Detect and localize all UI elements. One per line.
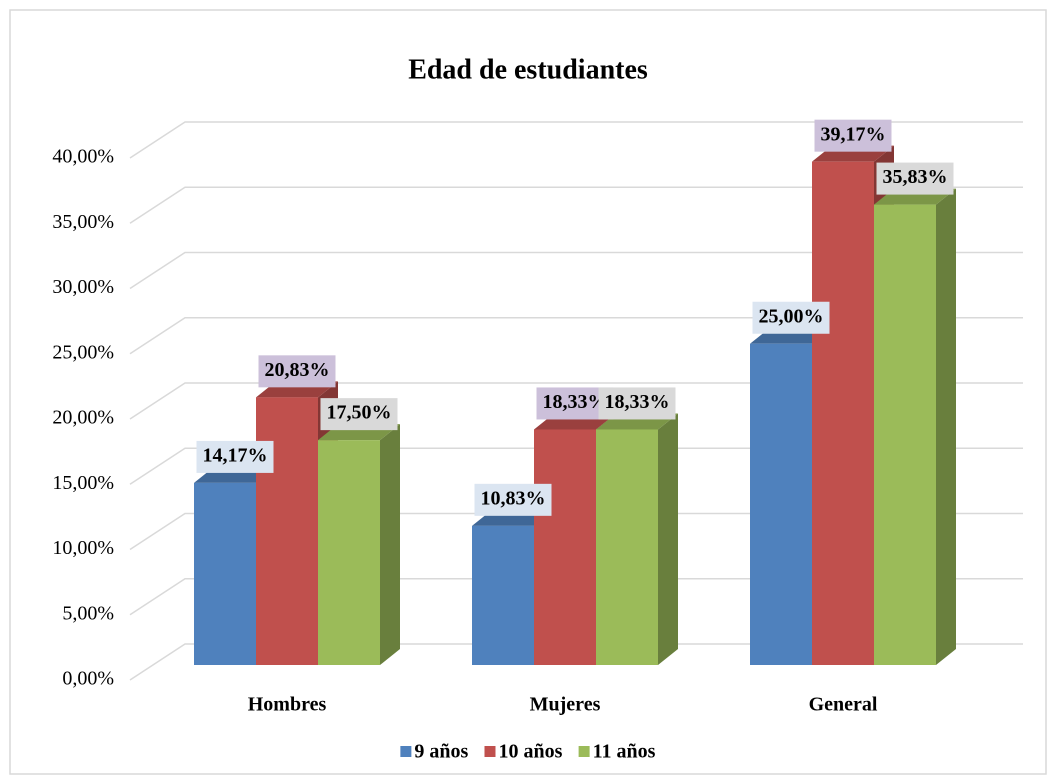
- data-label: 18,33%: [598, 387, 676, 420]
- data-label: 25,00%: [752, 301, 830, 334]
- data-label: 35,83%: [876, 162, 954, 195]
- data-label-text: 35,83%: [883, 166, 948, 188]
- data-label-bg: [474, 483, 552, 516]
- x-tick-label: General: [809, 694, 878, 716]
- data-label-text: 17,50%: [327, 402, 392, 424]
- data-label: 10,83%: [474, 483, 552, 516]
- data-label-text: 10,83%: [481, 487, 546, 509]
- y-tick-label: 30,00%: [52, 276, 114, 298]
- bar-side: [380, 424, 400, 665]
- data-label-bg: [320, 398, 398, 431]
- x-tick-label: Hombres: [248, 694, 327, 716]
- data-label-bg: [258, 355, 336, 388]
- grid-line: [129, 186, 1023, 224]
- grid-line: [129, 512, 1023, 551]
- chart-title: Edad de estudiantes: [408, 54, 648, 85]
- bar-front: [812, 161, 874, 665]
- bar-front: [534, 429, 596, 665]
- data-label-bg: [196, 440, 274, 473]
- data-label: 39,17%: [814, 119, 892, 152]
- y-tick-label: 10,00%: [52, 537, 114, 559]
- data-label-bg: [598, 387, 676, 420]
- data-label-bg: [876, 162, 954, 195]
- grid-line: [129, 382, 1023, 420]
- bar-front: [874, 204, 936, 665]
- legend-label: 9 años: [414, 741, 468, 763]
- bar-side: [658, 413, 678, 665]
- data-label-bg: [814, 119, 892, 152]
- legend-swatch: [578, 746, 590, 757]
- bar-front: [194, 482, 256, 665]
- grid-line: [129, 447, 1023, 485]
- data-label-text: 14,17%: [203, 445, 268, 467]
- grid-line: [129, 251, 1023, 290]
- legend: 9 años 10 años 11 años: [400, 741, 656, 763]
- y-tick-label: 20,00%: [52, 407, 114, 429]
- data-label-bg: [752, 301, 830, 334]
- data-label: 14,17%: [196, 440, 274, 473]
- bar: [318, 424, 400, 665]
- bar-front: [750, 343, 812, 665]
- legend-label: 10 años: [498, 741, 562, 763]
- grid-line: [129, 643, 1023, 681]
- data-label: 17,50%: [320, 398, 398, 431]
- y-tick-label: 0,00%: [62, 668, 114, 690]
- y-tick-label: 5,00%: [62, 602, 114, 624]
- bar-front: [472, 525, 534, 665]
- y-tick-label: 40,00%: [52, 146, 114, 168]
- y-tick-label: 35,00%: [52, 211, 114, 233]
- x-tick-label: Mujeres: [530, 694, 601, 716]
- y-tick-label: 15,00%: [52, 472, 114, 494]
- legend-swatch: [484, 746, 496, 757]
- grid-line: [129, 578, 1023, 616]
- bar-front: [318, 440, 380, 665]
- data-label-text: 39,17%: [821, 123, 886, 145]
- grid-line: [129, 317, 1023, 355]
- data-label-text: 20,83%: [265, 359, 330, 381]
- legend-label: 11 años: [593, 741, 656, 763]
- legend-swatch: [400, 746, 412, 757]
- data-label-text: 25,00%: [759, 305, 824, 327]
- data-label-text: 18,33%: [605, 391, 670, 413]
- grid-line: [129, 121, 1023, 159]
- bar-front: [256, 397, 318, 665]
- bar: [874, 188, 956, 665]
- data-label: 20,83%: [258, 355, 336, 388]
- data-label-text: 18,33%: [543, 391, 608, 413]
- bar: [596, 413, 678, 665]
- bar-side: [936, 188, 956, 665]
- bar-front: [596, 429, 658, 665]
- y-tick-label: 25,00%: [52, 341, 114, 363]
